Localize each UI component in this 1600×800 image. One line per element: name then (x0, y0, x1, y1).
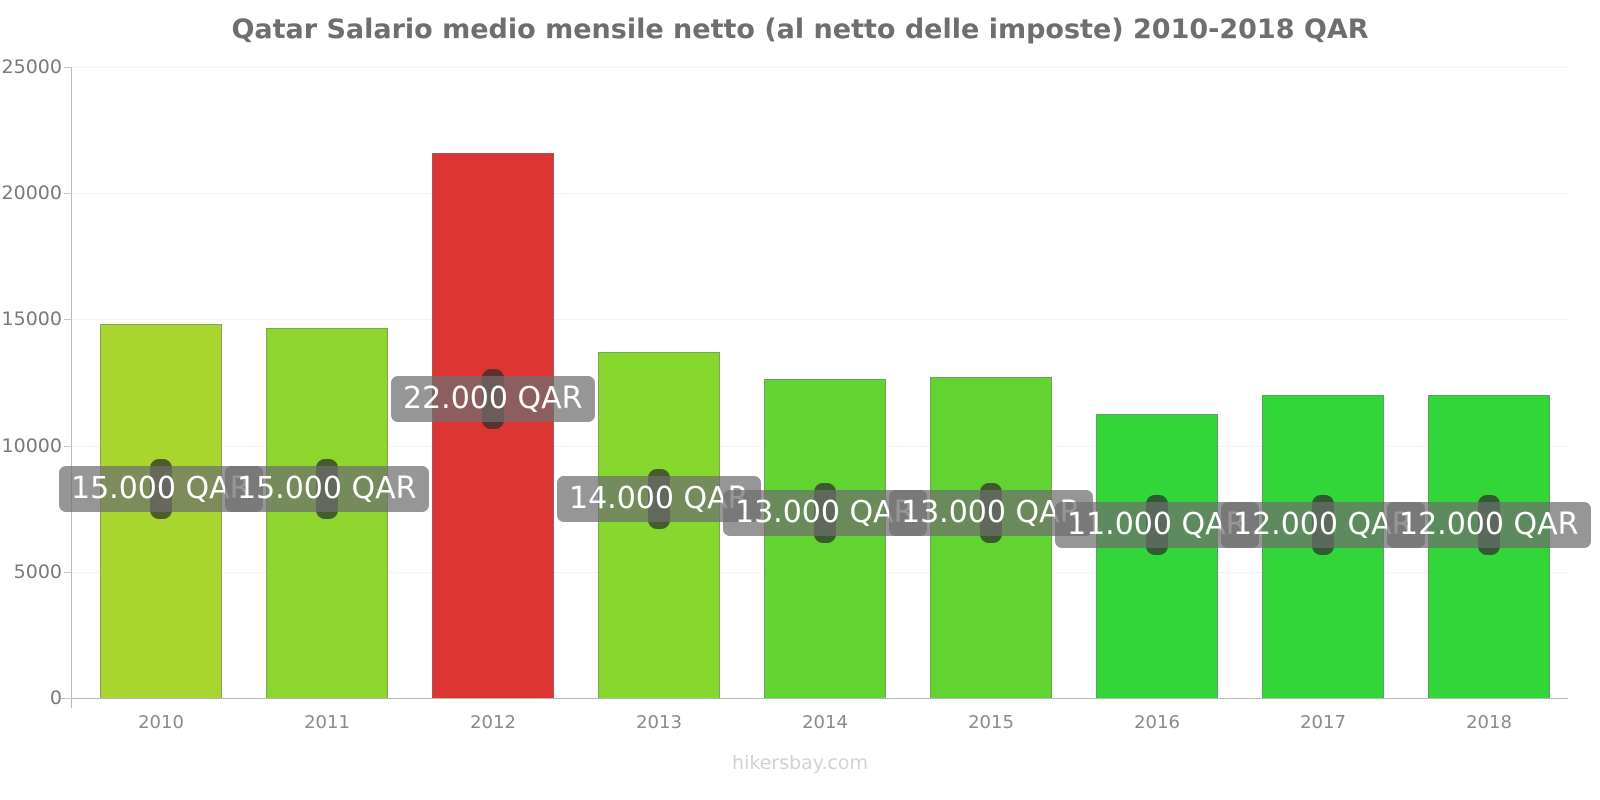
x-axis-line (61, 698, 1568, 699)
gridline (71, 193, 1568, 195)
y-tick-label: 25000 (1, 56, 62, 78)
value-label-2012: 22.000 QAR (391, 376, 595, 422)
gridline (71, 319, 1568, 321)
x-tick-label-2017: 2017 (1300, 712, 1346, 733)
footer-credit: hikersbay.com (732, 752, 868, 774)
y-tick-label: 15000 (1, 308, 62, 331)
x-tick-label-2012: 2012 (470, 712, 516, 733)
y-axis-line (71, 67, 72, 708)
y-tick-mark (64, 445, 72, 447)
y-tick-mark (64, 67, 72, 68)
x-tick-label-2013: 2013 (636, 712, 682, 733)
x-tick-label-2018: 2018 (1466, 712, 1512, 733)
gridline (71, 67, 1568, 68)
y-tick-label: 20000 (1, 182, 62, 205)
y-tick-mark (64, 319, 72, 321)
y-tick-label: 5000 (13, 560, 62, 583)
x-tick-label-2010: 2010 (138, 712, 184, 733)
x-tick-label-2014: 2014 (802, 712, 848, 733)
y-tick-label: 0 (49, 687, 62, 709)
y-tick-mark (64, 193, 72, 195)
x-tick-label-2015: 2015 (968, 712, 1014, 733)
chart-title: Qatar Salario medio mensile netto (al ne… (231, 14, 1369, 45)
bar-2016[interactable] (1096, 414, 1218, 698)
x-tick-label-2011: 2011 (304, 712, 350, 733)
y-tick-mark (64, 571, 72, 573)
y-tick-label: 10000 (1, 434, 62, 457)
value-label-2018: 12.000 QAR (1387, 502, 1591, 548)
y-tick-mark (64, 698, 72, 699)
value-label-2011: 15.000 QAR (225, 466, 429, 512)
x-tick-label-2016: 2016 (1134, 712, 1180, 733)
